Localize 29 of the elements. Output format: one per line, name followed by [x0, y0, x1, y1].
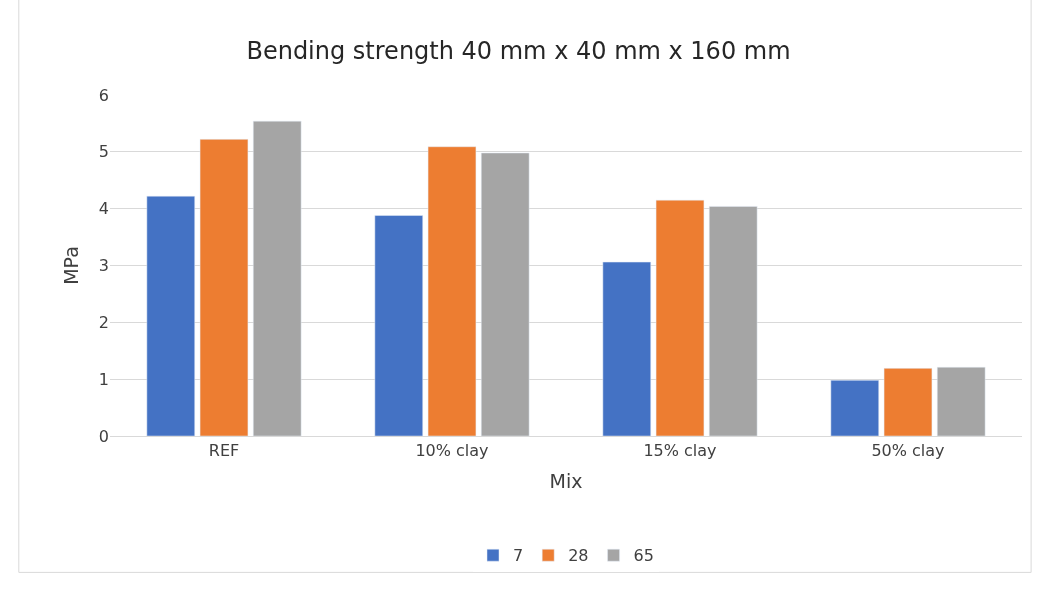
bar [374, 215, 423, 436]
y-tick-label: 2 [98, 312, 109, 332]
y-tick-label: 6 [98, 85, 109, 105]
bar [830, 380, 879, 436]
bar [602, 261, 651, 436]
bar [253, 120, 302, 436]
bar [146, 195, 195, 436]
bar [199, 139, 249, 436]
bar [427, 146, 477, 436]
bar [883, 368, 933, 436]
y-tick-label: 0 [98, 426, 109, 446]
legend-label: 7 [513, 546, 524, 566]
y-tick-label: 5 [98, 142, 109, 162]
legend-label: 28 [568, 546, 589, 566]
x-axis-title: Mix [549, 470, 583, 492]
x-tick-label: REF [208, 441, 240, 461]
bar [655, 199, 705, 436]
legend-label: 65 [633, 546, 654, 566]
chart-title: Bending strength 40 mm x 40 mm x 160 mm [246, 37, 791, 66]
x-tick-label: 50% clay [871, 441, 945, 461]
x-tick-label: 10% clay [415, 441, 489, 461]
x-tick-label: 15% clay [643, 441, 717, 461]
bar [709, 206, 758, 436]
bar [937, 366, 986, 436]
y-tick-label: 4 [98, 199, 109, 219]
y-tick-label: 3 [98, 256, 109, 276]
y-tick-label: 1 [98, 369, 109, 389]
y-axis-title: MPa [59, 246, 82, 285]
bar [481, 152, 530, 436]
